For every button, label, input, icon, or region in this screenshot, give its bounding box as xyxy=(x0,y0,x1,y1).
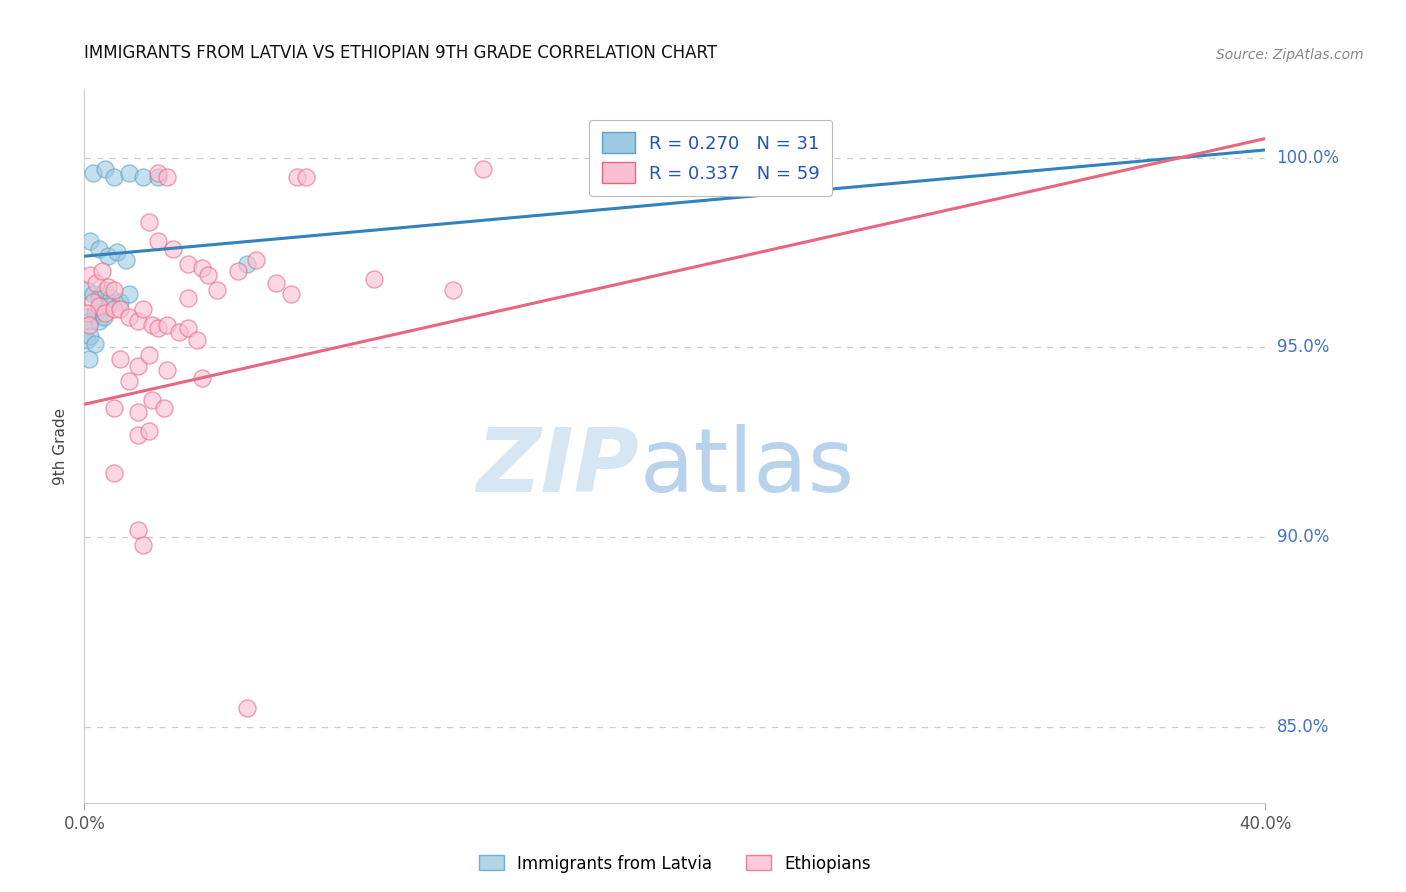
Point xyxy=(79,268,101,283)
Point xyxy=(205,284,228,298)
Point xyxy=(87,314,111,328)
Point xyxy=(141,393,163,408)
Point xyxy=(127,405,149,419)
Point xyxy=(103,466,125,480)
Point xyxy=(83,336,105,351)
Y-axis label: 9th Grade: 9th Grade xyxy=(53,408,69,484)
Point xyxy=(191,260,214,275)
Point xyxy=(84,276,107,290)
Point xyxy=(177,257,200,271)
Point xyxy=(76,310,98,324)
Point xyxy=(100,291,122,305)
Point xyxy=(103,169,125,184)
Point xyxy=(108,294,131,309)
Point xyxy=(82,294,104,309)
Point xyxy=(132,169,155,184)
Point xyxy=(127,427,149,442)
Point xyxy=(94,161,117,176)
Point xyxy=(295,169,318,184)
Point xyxy=(103,401,125,415)
Point xyxy=(235,701,259,715)
Point xyxy=(91,264,114,278)
Point xyxy=(156,318,179,332)
Point xyxy=(245,252,267,267)
Point xyxy=(127,523,149,537)
Point xyxy=(114,252,136,267)
Point xyxy=(186,333,208,347)
Point xyxy=(363,272,385,286)
Point xyxy=(148,166,170,180)
Point xyxy=(156,363,179,377)
Point xyxy=(97,279,120,293)
Point xyxy=(235,257,259,271)
Point xyxy=(132,538,155,552)
Point xyxy=(79,329,101,343)
Point xyxy=(441,284,464,298)
Point xyxy=(118,166,141,180)
Point xyxy=(103,284,125,298)
Point xyxy=(77,351,100,366)
Point xyxy=(87,242,111,256)
Text: 100.0%: 100.0% xyxy=(1277,149,1340,167)
Point xyxy=(103,302,125,317)
Point xyxy=(153,401,176,415)
Point xyxy=(132,302,155,317)
Point xyxy=(156,169,179,184)
Point xyxy=(93,310,115,324)
Point xyxy=(226,264,249,278)
Point xyxy=(197,268,219,283)
Point xyxy=(76,333,98,347)
Point xyxy=(162,242,184,256)
Point xyxy=(280,287,302,301)
Point xyxy=(472,161,495,176)
Point xyxy=(97,249,120,263)
Point xyxy=(83,306,105,320)
Point xyxy=(118,310,141,324)
Point xyxy=(693,158,716,172)
Point xyxy=(94,306,117,320)
Point xyxy=(138,348,160,362)
Point xyxy=(82,166,104,180)
Point xyxy=(87,299,111,313)
Point xyxy=(148,234,170,248)
Point xyxy=(76,284,98,298)
Point xyxy=(127,359,149,374)
Point xyxy=(79,234,101,248)
Point xyxy=(138,215,160,229)
Point xyxy=(82,287,104,301)
Point xyxy=(167,325,190,339)
Point xyxy=(679,166,702,180)
Point xyxy=(285,169,308,184)
Text: ZIP: ZIP xyxy=(477,424,640,511)
Point xyxy=(148,321,170,335)
Text: 85.0%: 85.0% xyxy=(1277,718,1329,736)
Point xyxy=(141,318,163,332)
Point xyxy=(97,299,120,313)
Point xyxy=(148,169,170,184)
Legend: R = 0.270   N = 31, R = 0.337   N = 59: R = 0.270 N = 31, R = 0.337 N = 59 xyxy=(589,120,832,195)
Text: 95.0%: 95.0% xyxy=(1277,338,1329,356)
Text: 90.0%: 90.0% xyxy=(1277,528,1329,546)
Point xyxy=(79,314,101,328)
Point xyxy=(77,318,100,332)
Point xyxy=(108,302,131,317)
Text: IMMIGRANTS FROM LATVIA VS ETHIOPIAN 9TH GRADE CORRELATION CHART: IMMIGRANTS FROM LATVIA VS ETHIOPIAN 9TH … xyxy=(84,45,717,62)
Point xyxy=(138,424,160,438)
Point xyxy=(76,306,98,320)
Point xyxy=(105,245,128,260)
Text: Source: ZipAtlas.com: Source: ZipAtlas.com xyxy=(1216,48,1364,62)
Point xyxy=(127,314,149,328)
Text: atlas: atlas xyxy=(640,424,855,511)
Point xyxy=(118,287,141,301)
Legend: Immigrants from Latvia, Ethiopians: Immigrants from Latvia, Ethiopians xyxy=(472,848,877,880)
Point xyxy=(108,351,131,366)
Point xyxy=(264,276,288,290)
Point xyxy=(177,291,200,305)
Point xyxy=(118,375,141,389)
Point xyxy=(94,284,117,298)
Point xyxy=(191,370,214,384)
Point xyxy=(87,291,111,305)
Point xyxy=(177,321,200,335)
